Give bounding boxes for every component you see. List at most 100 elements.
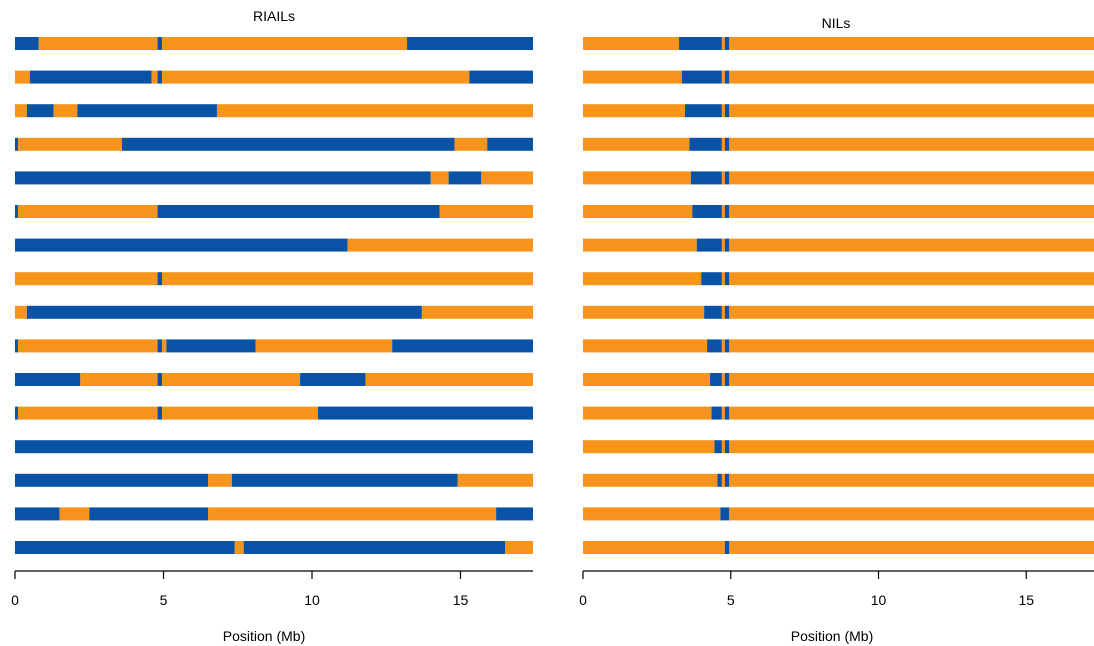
- riails-title: RIAILs: [253, 8, 295, 24]
- riails-strain-10-segment-4-orange: [162, 339, 167, 353]
- riails-strain-12-segment-3-blue: [157, 406, 163, 420]
- nils-strain-7-segment-2-blue: [696, 238, 722, 252]
- riails-strain-8-segment-1-orange: [15, 272, 158, 286]
- riails-strain-10-segment-2-orange: [17, 339, 158, 353]
- nils-strain-10: [583, 339, 1094, 353]
- nils-strain-16-segment-2-blue: [724, 541, 730, 554]
- riails-strain-6: [15, 205, 533, 218]
- nils-strain-9-segment-4-blue: [724, 305, 730, 319]
- nils-strain-7-segment-1-orange: [583, 238, 697, 252]
- nils-strain-2-segment-5-orange: [729, 70, 1094, 84]
- nils-x-ticks: 0 5 10 15: [579, 571, 1034, 608]
- nils-strain-13: [583, 440, 1094, 454]
- riails-strain-11-segment-5-blue: [300, 373, 366, 386]
- nils-strain-15-segment-1-orange: [583, 507, 721, 521]
- riails-strain-5-segment-3-blue: [448, 171, 482, 185]
- nils-bars: [583, 37, 1094, 554]
- riails-strain-2-segment-6-blue: [469, 70, 533, 84]
- riails-strain-15-segment-2-orange: [59, 507, 90, 521]
- nils-strain-5-segment-2-blue: [690, 171, 722, 185]
- riails-panel: RIAILs 0 5 10 15 Position (Mb): [11, 8, 534, 644]
- riails-strain-8: [15, 272, 534, 286]
- nils-strain-7-segment-5-orange: [729, 238, 1094, 252]
- nils-strain-11-segment-3-orange: [721, 373, 725, 386]
- riails-strain-6-segment-1-blue: [15, 205, 18, 218]
- riails-strain-9: [15, 305, 533, 319]
- nils-strain-3: [583, 104, 1094, 118]
- nils-strain-3-segment-3-orange: [721, 104, 725, 118]
- riails-strain-1-segment-1-blue: [15, 37, 39, 50]
- riails-strain-14-segment-2-orange: [208, 473, 232, 487]
- nils-strain-3-segment-4-blue: [724, 104, 730, 118]
- nils-strain-4-segment-4-blue: [724, 137, 730, 151]
- nils-strain-11-segment-2-blue: [710, 373, 722, 386]
- riails-strain-3-segment-4-blue: [77, 104, 217, 118]
- nils-strain-10-segment-4-blue: [724, 339, 730, 353]
- riails-strain-11-segment-4-orange: [162, 373, 301, 386]
- riails-strain-9-segment-2-blue: [26, 305, 422, 319]
- nils-strain-8-segment-4-blue: [724, 272, 730, 286]
- nils-strain-3-segment-2-blue: [684, 104, 722, 118]
- nils-strain-6-segment-4-blue: [724, 205, 730, 218]
- riails-strain-10-segment-1-blue: [15, 339, 18, 353]
- nils-strain-1-segment-5-orange: [729, 37, 1094, 50]
- nils-panel: NILs 0 5 10 15 Position (Mb): [579, 15, 1094, 644]
- riails-strain-3-segment-1-orange: [15, 104, 27, 118]
- riails-strain-6-segment-2-orange: [17, 205, 158, 218]
- nils-strain-1-segment-3-orange: [721, 37, 725, 50]
- riails-strain-11-segment-6-orange: [365, 373, 533, 386]
- nils-x-axis-title: Position (Mb): [791, 628, 873, 644]
- riails-strain-2-segment-3-orange: [151, 70, 158, 84]
- nils-strain-6-segment-2-blue: [692, 205, 722, 218]
- riails-strain-13: [15, 440, 533, 454]
- nils-strain-4-segment-5-orange: [729, 137, 1094, 151]
- nils-strain-15-segment-2-blue: [720, 507, 730, 521]
- nils-strain-5-segment-5-orange: [729, 171, 1094, 185]
- riails-strain-1: [15, 37, 533, 50]
- nils-strain-13-segment-1-orange: [583, 440, 715, 454]
- riails-strain-2-segment-2-blue: [29, 70, 152, 84]
- nils-strain-3-segment-5-orange: [729, 104, 1094, 118]
- nils-strain-8: [583, 272, 1094, 286]
- riails-strain-1-segment-5-blue: [407, 37, 533, 50]
- riails-strain-2: [15, 70, 533, 84]
- riails-x-ticks: 0 5 10 15: [11, 571, 468, 608]
- nils-strain-5: [583, 171, 1094, 185]
- nils-strain-12-segment-2-blue: [711, 406, 722, 420]
- nils-strain-12: [583, 406, 1094, 420]
- riails-strain-5: [15, 171, 533, 185]
- nils-strain-9-segment-2-blue: [704, 305, 722, 319]
- nils-x-tick-label-5: 5: [727, 592, 735, 608]
- nils-strain-9: [583, 305, 1094, 319]
- riails-strain-11-segment-1-blue: [15, 373, 81, 386]
- riails-strain-15-segment-4-orange: [208, 507, 497, 521]
- riails-strain-10-segment-6-orange: [255, 339, 393, 353]
- nils-strain-14-segment-5-orange: [729, 473, 1094, 487]
- nils-strain-2-segment-4-blue: [724, 70, 730, 84]
- riails-strain-3-segment-5-orange: [216, 104, 533, 118]
- nils-strain-4-segment-1-orange: [583, 137, 690, 151]
- nils-strain-9-segment-1-orange: [583, 305, 705, 319]
- riails-strain-12-segment-1-blue: [15, 406, 18, 420]
- nils-x-tick-label-0: 0: [579, 592, 587, 608]
- nils-strain-15: [583, 507, 1094, 521]
- nils-strain-14: [583, 473, 1094, 487]
- nils-strain-8-segment-3-orange: [721, 272, 725, 286]
- nils-strain-1-segment-4-blue: [724, 37, 730, 50]
- nils-strain-11-segment-1-orange: [583, 373, 711, 386]
- riails-strain-10: [15, 339, 533, 353]
- nils-strain-7-segment-4-blue: [724, 238, 730, 252]
- riails-strain-4-segment-2-orange: [17, 137, 122, 151]
- riails-x-tick-label-5: 5: [160, 592, 168, 608]
- riails-strain-5-segment-4-orange: [481, 171, 533, 185]
- riails-strain-1-segment-4-orange: [162, 37, 408, 50]
- riails-strain-5-segment-1-blue: [15, 171, 431, 185]
- riails-strain-4: [15, 137, 533, 151]
- riails-strain-12-segment-5-blue: [317, 406, 533, 420]
- nils-strain-4-segment-3-orange: [721, 137, 725, 151]
- riails-strain-3-segment-3-orange: [53, 104, 78, 118]
- nils-strain-11: [583, 373, 1094, 386]
- riails-strain-4-segment-4-orange: [454, 137, 488, 151]
- nils-strain-12-segment-3-orange: [721, 406, 725, 420]
- riails-strain-16-segment-4-orange: [505, 541, 533, 554]
